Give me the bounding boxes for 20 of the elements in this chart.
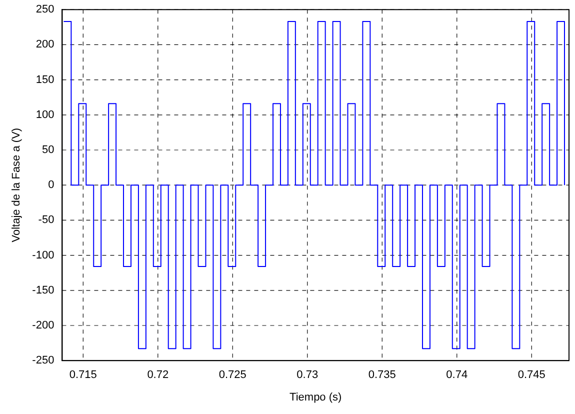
y-tick-label: -200: [32, 320, 54, 332]
x-tick-label: 0.74: [446, 369, 468, 382]
y-tick-label: 100: [36, 108, 54, 121]
y-tick-label: -150: [32, 284, 54, 296]
x-tick-label: 0.72: [147, 369, 169, 382]
x-tick-label: 0.735: [368, 369, 396, 382]
y-tick-label: 150: [36, 74, 54, 86]
y-tick-label: 250: [36, 4, 54, 16]
y-tick-label: 0: [48, 179, 54, 192]
y-tick-label: -50: [38, 214, 54, 226]
y-tick-label: -250: [32, 354, 54, 367]
x-tick-label: 0.715: [69, 369, 97, 382]
y-tick-label: 200: [36, 38, 54, 51]
x-tick-label: 0.73: [296, 369, 318, 382]
y-axis-title: Voltaje de la Fase a (V): [10, 128, 23, 242]
y-tick-label: -100: [32, 249, 54, 262]
y-tick-label: 50: [42, 144, 54, 156]
x-axis-title: Tiempo (s): [290, 391, 342, 404]
x-tick-label: 0.745: [518, 369, 546, 382]
x-tick-label: 0.725: [218, 369, 246, 382]
